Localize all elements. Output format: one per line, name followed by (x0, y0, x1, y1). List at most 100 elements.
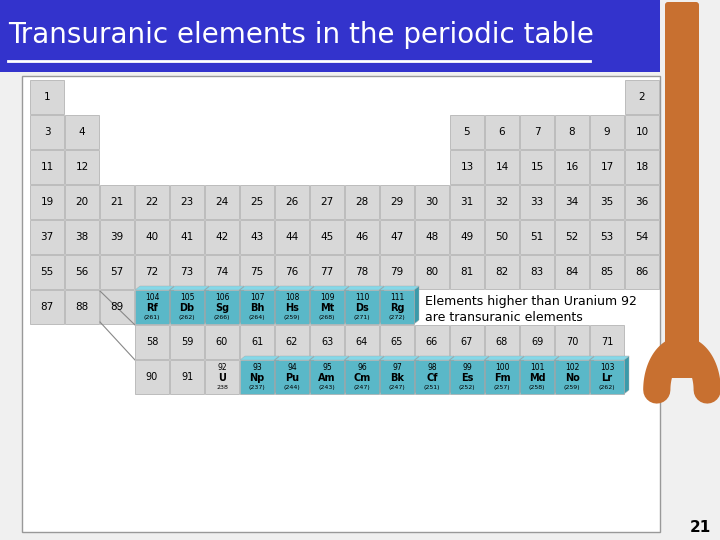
Text: 44: 44 (285, 232, 299, 242)
Bar (380, 360, 414, 394)
Text: Rg: Rg (390, 303, 404, 313)
Text: 93: 93 (252, 363, 262, 372)
Text: 33: 33 (531, 197, 544, 207)
Text: 62: 62 (286, 337, 298, 347)
Bar (590, 115, 624, 149)
Text: 103: 103 (600, 363, 614, 372)
Polygon shape (309, 356, 314, 394)
Text: 7: 7 (534, 127, 540, 137)
Text: 98: 98 (427, 363, 437, 372)
Text: 53: 53 (600, 232, 613, 242)
Bar (30, 255, 64, 289)
Polygon shape (275, 356, 314, 360)
Polygon shape (310, 286, 349, 290)
Text: 30: 30 (426, 197, 438, 207)
Text: 4: 4 (78, 127, 85, 137)
Text: 32: 32 (495, 197, 508, 207)
Text: Bh: Bh (250, 303, 264, 313)
Bar (415, 185, 449, 219)
Bar (240, 255, 274, 289)
Polygon shape (345, 356, 384, 360)
Text: 54: 54 (635, 232, 649, 242)
Polygon shape (204, 286, 209, 324)
Bar (30, 290, 64, 324)
Text: Fm: Fm (494, 373, 510, 383)
Text: 60: 60 (216, 337, 228, 347)
Bar (555, 360, 589, 394)
Bar (240, 220, 274, 254)
Bar (310, 290, 344, 324)
Bar (345, 325, 379, 359)
Bar (65, 150, 99, 184)
Bar (240, 360, 274, 394)
Text: 40: 40 (145, 232, 158, 242)
Text: 13: 13 (460, 162, 474, 172)
Polygon shape (485, 356, 524, 360)
Polygon shape (380, 286, 419, 290)
Text: (237): (237) (248, 386, 266, 390)
Polygon shape (519, 356, 524, 394)
Text: 105: 105 (180, 293, 194, 302)
Text: 65: 65 (391, 337, 403, 347)
Text: 72: 72 (145, 267, 158, 277)
Text: 46: 46 (356, 232, 369, 242)
Bar (555, 220, 589, 254)
Polygon shape (275, 286, 314, 290)
Bar (0, 0, 660, 72)
Text: 107: 107 (250, 293, 264, 302)
Polygon shape (449, 356, 454, 394)
Bar (520, 255, 554, 289)
Polygon shape (310, 356, 349, 360)
Bar (275, 220, 309, 254)
Text: 59: 59 (181, 337, 193, 347)
Bar (240, 290, 274, 324)
Text: 48: 48 (426, 232, 438, 242)
Polygon shape (520, 356, 559, 360)
Bar (30, 80, 64, 114)
Bar (135, 360, 169, 394)
Polygon shape (590, 356, 629, 360)
Polygon shape (344, 356, 349, 394)
Text: 99: 99 (462, 363, 472, 372)
Text: Rf: Rf (146, 303, 158, 313)
Text: 19: 19 (40, 197, 53, 207)
Polygon shape (379, 356, 384, 394)
Polygon shape (170, 286, 209, 290)
Text: (247): (247) (354, 386, 370, 390)
Text: 12: 12 (76, 162, 89, 172)
Text: Np: Np (249, 373, 265, 383)
Bar (345, 255, 379, 289)
Text: Db: Db (179, 303, 194, 313)
Text: 85: 85 (600, 267, 613, 277)
Text: 27: 27 (320, 197, 333, 207)
Polygon shape (344, 286, 349, 324)
Bar (30, 150, 64, 184)
Text: Cm: Cm (354, 373, 371, 383)
Text: 43: 43 (251, 232, 264, 242)
Bar (485, 220, 519, 254)
Text: Pu: Pu (285, 373, 299, 383)
Text: 14: 14 (495, 162, 508, 172)
Text: 106: 106 (215, 293, 229, 302)
Text: 74: 74 (215, 267, 229, 277)
Bar (590, 150, 624, 184)
Bar (590, 360, 624, 394)
Polygon shape (414, 356, 419, 394)
Bar (310, 255, 344, 289)
Bar (485, 115, 519, 149)
Bar (310, 325, 344, 359)
Polygon shape (345, 286, 384, 290)
Text: Sg: Sg (215, 303, 229, 313)
Text: 96: 96 (357, 363, 367, 372)
Bar (590, 255, 624, 289)
Bar (240, 325, 274, 359)
Polygon shape (239, 286, 244, 324)
Text: (244): (244) (284, 386, 300, 390)
Text: 29: 29 (390, 197, 404, 207)
Bar (450, 150, 484, 184)
Bar (520, 220, 554, 254)
Bar (450, 255, 484, 289)
Polygon shape (274, 286, 279, 324)
Bar (65, 185, 99, 219)
Bar (415, 220, 449, 254)
